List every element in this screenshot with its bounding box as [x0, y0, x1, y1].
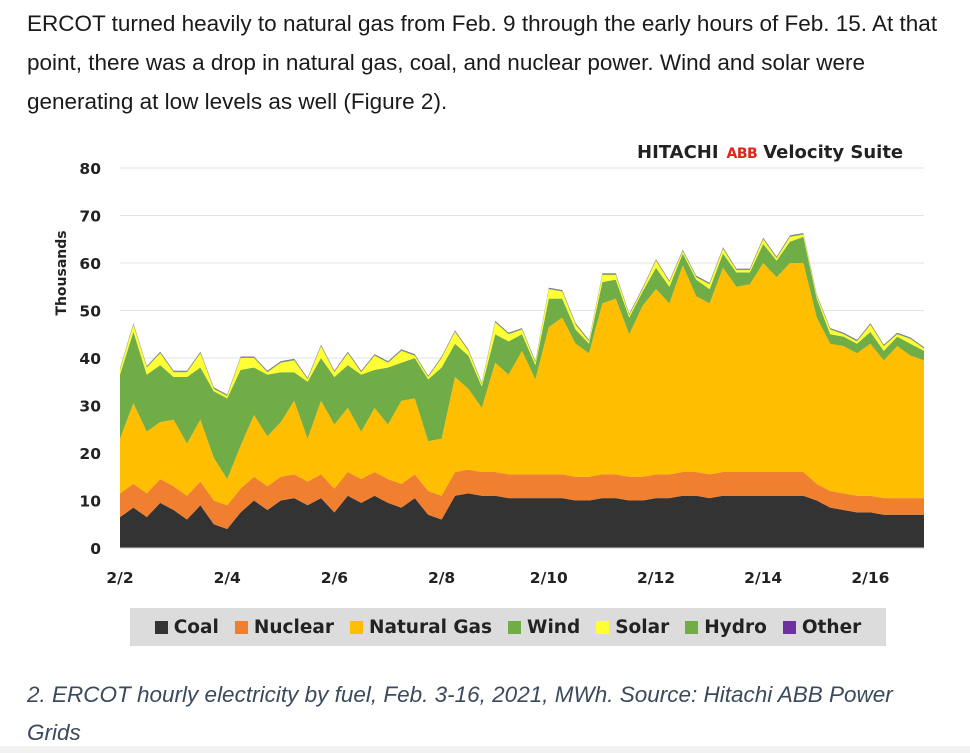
- legend-item-nuclear: Nuclear: [234, 616, 334, 638]
- y-tick-label: 60: [79, 255, 101, 273]
- area-series-natural-gas: [120, 263, 924, 506]
- legend-swatch: [154, 620, 168, 634]
- legend-item-coal: Coal: [154, 616, 219, 638]
- x-tick-label: 2/4: [214, 569, 241, 587]
- legend-label: Hydro: [704, 616, 767, 638]
- chart-legend: Coal Nuclear Natural Gas Wind Solar Hydro Othe…: [130, 608, 886, 646]
- y-axis-label: Thousands: [54, 230, 70, 315]
- legend-item-solar: Solar: [596, 617, 669, 638]
- y-tick-label: 30: [79, 398, 101, 416]
- area-series-coal: [120, 493, 924, 548]
- x-tick-label: 2/16: [851, 569, 889, 587]
- area-series-solar: [120, 234, 924, 399]
- brand-abb: ABB: [726, 146, 758, 162]
- legend-swatch: [349, 620, 363, 634]
- brand-logo: HITACHI ABB Velocity Suite: [637, 142, 903, 163]
- x-tick-label: 2/12: [637, 569, 675, 587]
- legend-label: Other: [801, 616, 862, 638]
- legend-label: Coal: [173, 616, 219, 638]
- y-tick-label: 70: [79, 208, 101, 226]
- legend-label: Wind: [527, 616, 581, 638]
- legend-swatch: [234, 620, 248, 634]
- legend-swatch: [782, 620, 796, 634]
- y-tick-label: 40: [79, 350, 101, 368]
- x-tick-label: 2/8: [428, 569, 455, 587]
- legend-swatch: [508, 620, 522, 634]
- y-tick-label: 10: [79, 493, 101, 511]
- brand-hitachi: HITACHI: [637, 142, 719, 163]
- x-tick-label: 2/6: [321, 569, 348, 587]
- legend-item-other: Other: [782, 616, 862, 638]
- legend-label: Nuclear: [253, 616, 334, 638]
- legend-label: Solar: [615, 616, 670, 638]
- x-tick-label: 2/10: [530, 569, 568, 587]
- y-tick-label: 50: [79, 303, 101, 321]
- y-tick-label: 20: [79, 445, 101, 463]
- figure-caption: 2. ERCOT hourly electricity by fuel, Feb…: [27, 682, 893, 745]
- legend-item-hydro: Hydro: [685, 617, 767, 638]
- legend-swatch: [685, 620, 699, 634]
- page-divider: [0, 746, 970, 753]
- x-tick-label: 2/14: [744, 569, 782, 587]
- legend-item-wind: Wind: [508, 617, 580, 638]
- legend-swatch: [596, 620, 610, 634]
- stacked-area-chart: 0 10 20 30 40 50 60 70 80 2/2 2/4 2/6 2/8 2/10 2/12 2/1…: [54, 160, 924, 587]
- y-tick-label: 0: [90, 540, 101, 558]
- chart-figure: HITACHI ABB Velocity Suite 0 10 20 30 40 50 60 70…: [28, 130, 938, 660]
- legend-item-natural-gas: Natural Gas: [349, 616, 493, 638]
- area-series-nuclear: [120, 469, 924, 529]
- legend-label: Natural Gas: [368, 616, 493, 638]
- intro-paragraph: ERCOT turned heavily to natural gas from…: [27, 11, 938, 114]
- x-tick-label: 2/2: [106, 569, 133, 587]
- brand-suite: Velocity Suite: [763, 142, 904, 163]
- y-tick-label: 80: [79, 160, 101, 178]
